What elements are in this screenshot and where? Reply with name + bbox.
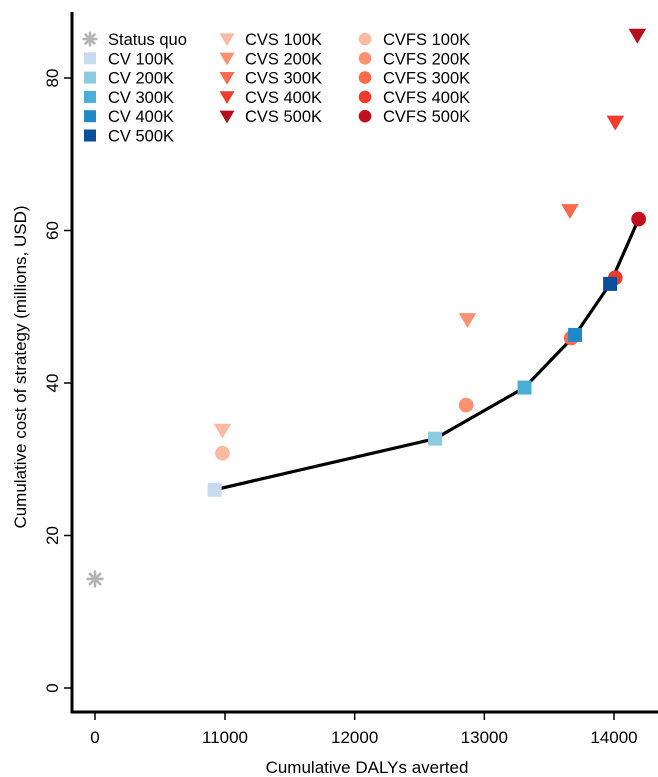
- legend-label-cv-300k: CV 300K: [108, 89, 174, 107]
- point-cvfs-500k: [631, 211, 646, 227]
- legend-label-cv-500k: CV 500K: [108, 128, 174, 146]
- legend-label-cvfs-200k: CVFS 200K: [383, 50, 470, 68]
- legend-label-cvfs-400k: CVFS 400K: [383, 89, 470, 107]
- point-cvs-200k: [458, 313, 477, 329]
- legend-marker-cv-200k: [84, 71, 96, 84]
- point-cv-500k: [603, 276, 618, 291]
- legend-marker-cvs-500k: [219, 110, 235, 124]
- data-points: [86, 28, 647, 588]
- y-tick-label: 40: [43, 374, 62, 393]
- efficiency-frontier: [214, 218, 641, 492]
- legend-marker-cvfs-400k: [358, 90, 372, 104]
- legend-marker-cvfs-200k: [358, 52, 372, 65]
- legend-label-cvs-100k: CVS 100K: [245, 31, 322, 49]
- legend-label-cvfs-300k: CVFS 300K: [383, 70, 470, 88]
- x-tick-label: 11000: [202, 728, 248, 747]
- point-cv-100k: [207, 482, 222, 497]
- legend-marker-cvs-400k: [219, 91, 235, 105]
- legend-label-cv-100k: CV 100K: [108, 50, 174, 68]
- legend-label-cvs-300k: CVS 300K: [245, 70, 322, 88]
- legend-label-cvfs-500k: CVFS 500K: [383, 108, 470, 126]
- point-cv-300k: [517, 380, 532, 395]
- point-status-quo: [86, 570, 104, 588]
- legend-marker-cvfs-500k: [358, 109, 372, 123]
- point-cvs-500k: [628, 28, 647, 44]
- y-tick-label: 60: [43, 221, 62, 240]
- legend-label-status-quo: Status quo: [108, 31, 187, 49]
- legend-marker-cv-300k: [84, 90, 96, 103]
- y-tick-label: 20: [43, 526, 62, 545]
- legend-marker-cvfs-100k: [358, 32, 372, 46]
- y-tick-label: 80: [43, 69, 62, 88]
- legend-label-cvfs-100k: CVFS 100K: [383, 31, 470, 49]
- legend-marker-cvs-100k: [219, 33, 235, 47]
- y-tick-label: 0: [43, 683, 62, 692]
- point-cvfs-100k: [215, 445, 230, 461]
- legend-marker-cvs-200k: [219, 52, 235, 66]
- x-tick-label: 13000: [461, 728, 508, 747]
- legend-label-cvs-400k: CVS 400K: [245, 89, 322, 107]
- legend-marker-cv-500k: [84, 129, 96, 142]
- legend-label-cv-400k: CV 400K: [108, 108, 174, 126]
- legend-label-cvs-200k: CVS 200K: [245, 50, 322, 68]
- axes: 0 20 40 60 80 0 11000 12000 13000 14000: [43, 12, 658, 747]
- legend-marker-cv-100k: [84, 52, 96, 65]
- point-cv-200k: [428, 431, 443, 446]
- y-axis-label: Cumulative cost of strategy (millions, U…: [11, 205, 30, 528]
- point-cvs-100k: [213, 423, 232, 439]
- legend-marker-cvs-300k: [219, 71, 235, 85]
- legend-marker-cv-400k: [84, 110, 96, 123]
- x-axis-label: Cumulative DALYs averted: [266, 758, 469, 777]
- point-cvfs-200k: [458, 397, 474, 413]
- x-tick-label: 12000: [331, 728, 378, 747]
- x-tick-label: 0: [90, 728, 99, 747]
- legend-label-cv-200k: CV 200K: [108, 70, 174, 88]
- point-cvs-300k: [561, 204, 579, 219]
- frontier-line: [214, 218, 641, 492]
- legend-marker-cvfs-300k: [358, 71, 372, 84]
- legend-label-cvs-500k: CVS 500K: [245, 108, 322, 126]
- point-cv-400k: [568, 327, 583, 342]
- point-cvs-400k: [606, 115, 625, 131]
- legend-marker-status-quo: [82, 31, 98, 47]
- x-tick-label: 14000: [590, 728, 637, 747]
